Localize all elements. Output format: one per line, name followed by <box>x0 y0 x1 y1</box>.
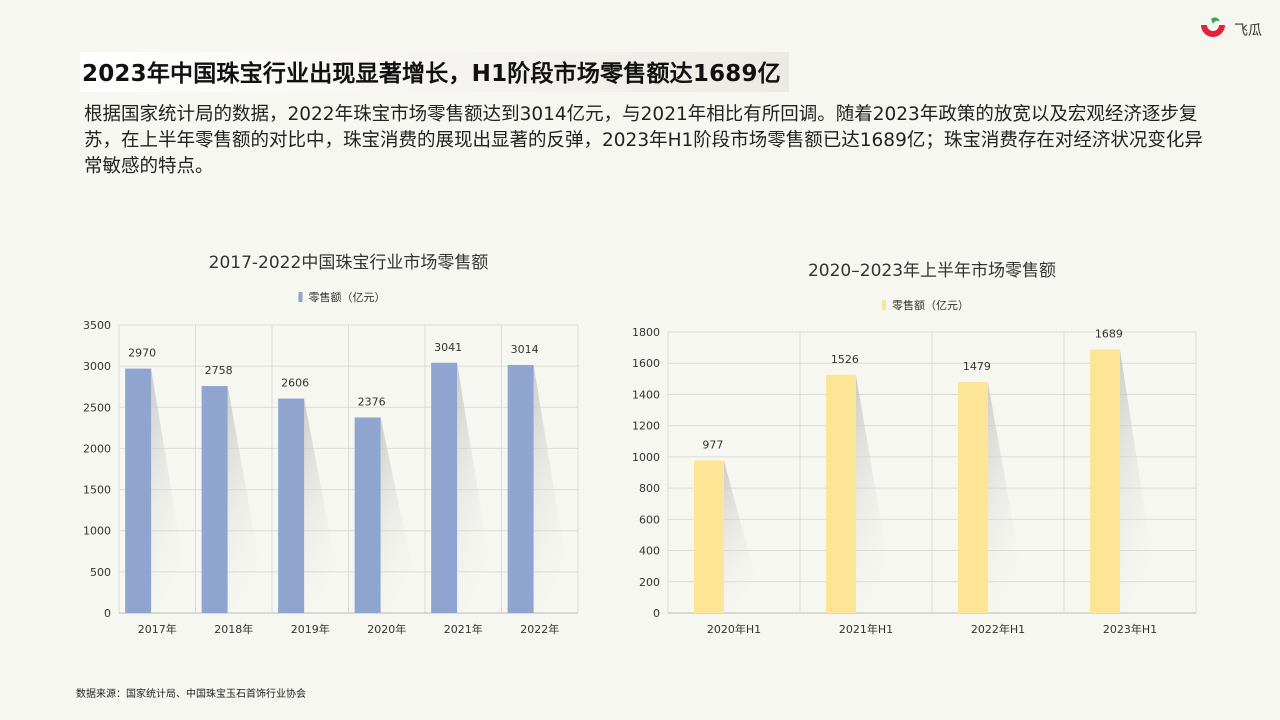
bar <box>354 417 381 613</box>
y-tick-label: 1000 <box>83 525 111 538</box>
y-tick-label: 1400 <box>632 388 660 401</box>
data-label: 977 <box>702 438 723 451</box>
bar <box>507 364 534 613</box>
y-tick-label: 0 <box>653 607 660 620</box>
melon-logo-icon <box>1201 17 1225 37</box>
data-label: 1689 <box>1095 327 1123 340</box>
bar <box>201 386 228 613</box>
bar-shadow <box>1119 349 1160 609</box>
bar <box>693 460 724 613</box>
data-label: 3014 <box>511 343 539 356</box>
x-tick-label: 2019年 <box>291 622 330 636</box>
y-tick-label: 3500 <box>83 319 111 332</box>
x-tick-label: 2022年 <box>520 622 559 636</box>
x-tick-label: 2021年H1 <box>839 622 893 636</box>
page-description: 根据国家统计局的数据，2022年珠宝市场零售额达到3014亿元，与2021年相比… <box>84 104 1203 177</box>
bar-shadow <box>987 382 1028 609</box>
y-tick-label: 800 <box>639 482 660 495</box>
data-label: 2376 <box>358 395 386 408</box>
x-tick-label: 2023年H1 <box>1103 622 1157 636</box>
y-tick-label: 0 <box>104 607 111 620</box>
legend-label: 零售额（亿元） <box>309 290 386 304</box>
data-label: 2970 <box>128 347 156 360</box>
brand-logo: 飞瓜 <box>1198 16 1262 44</box>
brand-name: 飞瓜 <box>1234 23 1262 39</box>
y-tick-label: 400 <box>639 545 660 558</box>
data-label: 2606 <box>281 377 309 390</box>
y-tick-label: 600 <box>639 513 660 526</box>
retail-sales-chart-2017-2022: 2017-2022中国珠宝行业市场零售额零售额（亿元） 0 500 1000 1500 2… <box>70 240 600 650</box>
chart-title: 2020–2023年上半年市场零售额 <box>808 261 1056 281</box>
data-label: 1526 <box>831 353 859 366</box>
bar-shadow <box>723 460 764 609</box>
x-tick-label: 2020年H1 <box>707 622 761 636</box>
data-label: 2758 <box>205 364 233 377</box>
bar <box>825 374 856 613</box>
x-tick-label: 2018年 <box>214 622 253 636</box>
x-tick-label: 2021年 <box>444 622 483 636</box>
bar-shadow <box>227 386 268 609</box>
y-tick-label: 1600 <box>632 357 660 370</box>
bar <box>431 362 458 613</box>
data-label: 1479 <box>963 360 991 373</box>
bar-shadow <box>855 374 896 609</box>
legend-swatch <box>882 300 886 310</box>
y-tick-label: 1000 <box>632 451 660 464</box>
bar-shadow <box>533 364 574 609</box>
y-tick-label: 2000 <box>83 442 111 455</box>
bar-shadow <box>457 362 498 609</box>
y-tick-label: 2500 <box>83 401 111 414</box>
bar <box>278 398 305 613</box>
legend-swatch <box>298 292 303 302</box>
bar <box>1089 349 1120 613</box>
y-tick-label: 200 <box>639 576 660 589</box>
bar <box>957 382 988 613</box>
data-label: 3041 <box>434 341 462 354</box>
title-banner: 2023年中国珠宝行业出现显著增长，H1阶段市场零售额达1689亿 <box>80 52 789 92</box>
h1-retail-sales-chart-2020-2023: 2020–2023年上半年市场零售额零售额（亿元） 0 200 400 600 800 10… <box>620 250 1220 650</box>
y-tick-label: 500 <box>90 566 111 579</box>
y-tick-label: 1200 <box>632 420 660 433</box>
bar-shadow <box>380 417 421 609</box>
page-title: 2023年中国珠宝行业出现显著增长，H1阶段市场零售额达1689亿 <box>82 61 781 87</box>
bar <box>125 368 152 613</box>
chart-title: 2017-2022中国珠宝行业市场零售额 <box>209 253 489 273</box>
legend-label: 零售额（亿元） <box>892 298 969 312</box>
y-tick-label: 3000 <box>83 360 111 373</box>
data-source-note: 数据来源：国家统计局、中国珠宝玉石首饰行业协会 <box>76 689 306 700</box>
bar-shadow <box>304 398 345 609</box>
x-tick-label: 2022年H1 <box>971 622 1025 636</box>
x-tick-label: 2020年 <box>367 622 406 636</box>
bar-shadow <box>151 368 192 609</box>
x-tick-label: 2017年 <box>138 622 177 636</box>
y-tick-label: 1500 <box>83 484 111 497</box>
y-tick-label: 1800 <box>632 326 660 339</box>
